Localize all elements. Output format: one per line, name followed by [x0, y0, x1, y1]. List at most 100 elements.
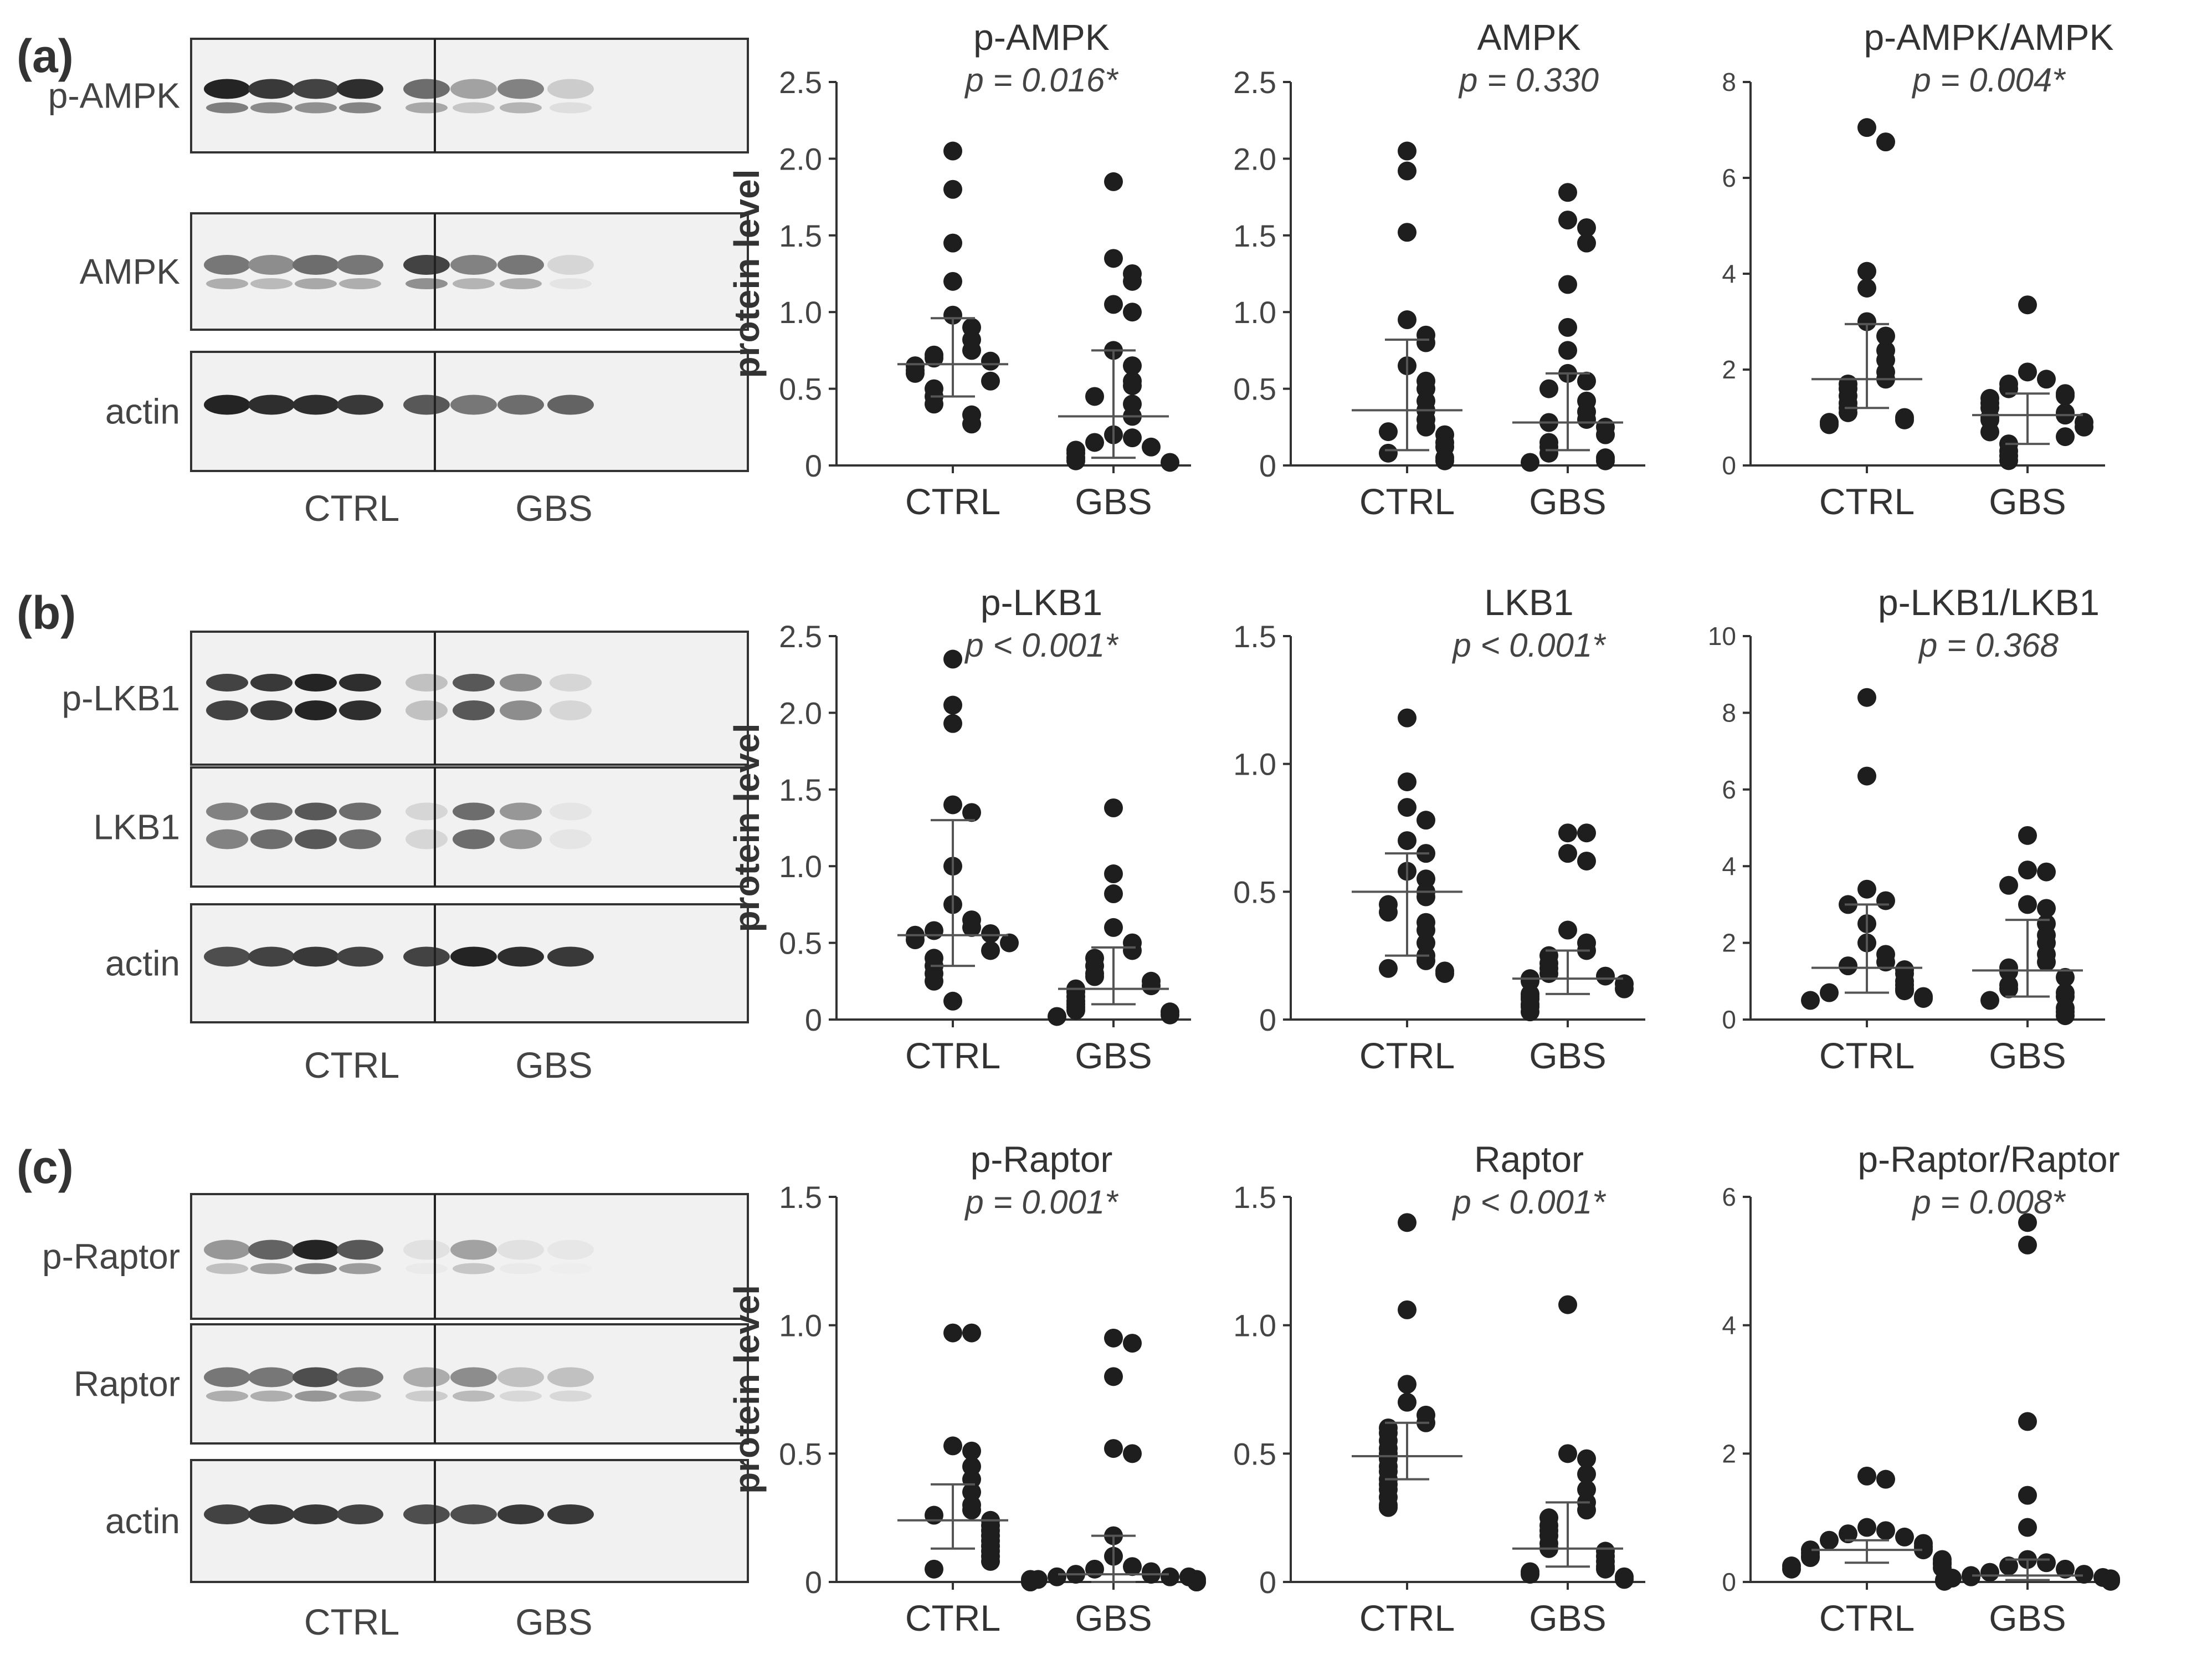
data-point — [943, 233, 962, 253]
data-point — [2018, 895, 2037, 914]
data-point — [1104, 884, 1123, 904]
series-ctrl — [1782, 1466, 1952, 1579]
series-gbs — [1512, 823, 1634, 1022]
blot-band — [497, 1240, 544, 1260]
series-ctrl — [897, 649, 1019, 1011]
data-point — [1048, 1007, 1066, 1026]
series-ctrl — [1352, 708, 1462, 983]
data-point — [1398, 772, 1416, 791]
blot-band — [497, 1504, 544, 1524]
y-tick-label: 2.5 — [1233, 65, 1276, 100]
blot-band — [204, 1504, 250, 1524]
blot-strip-actin: actin — [105, 1459, 749, 1583]
scatter-plot-p-raptor-raptor: p-Raptor/Raptor p = 0.008* 0 2 4 6 CTRL GBS — [1722, 1139, 2120, 1638]
blot-band — [453, 1390, 495, 1402]
data-point — [1577, 409, 1596, 429]
y-tick-label: 4 — [1722, 1311, 1736, 1340]
data-point — [1999, 1556, 2018, 1576]
blot-label: p-LKB1 — [62, 678, 180, 718]
data-point — [1539, 964, 1558, 983]
data-point — [1435, 451, 1454, 470]
data-point — [1615, 1570, 1634, 1589]
blot-band — [250, 1390, 292, 1402]
data-point — [1962, 1567, 1980, 1586]
data-point — [943, 272, 962, 291]
data-point — [1615, 979, 1634, 998]
data-point — [1379, 959, 1398, 978]
data-point — [962, 918, 981, 937]
data-point — [943, 305, 962, 325]
data-point — [962, 1441, 981, 1461]
data-point — [1085, 1559, 1104, 1579]
series-gbs — [1512, 183, 1623, 472]
y-tick-label: 0 — [1259, 1002, 1276, 1037]
x-category-label: CTRL — [1359, 1035, 1455, 1076]
data-point — [1104, 1439, 1123, 1458]
blot-band — [295, 1390, 337, 1402]
data-point — [2018, 1235, 2037, 1254]
data-point — [1820, 415, 1839, 434]
data-point — [2037, 370, 2056, 389]
data-point — [1876, 891, 1895, 910]
data-point — [1104, 1367, 1123, 1386]
x-category-label: CTRL — [1819, 1597, 1915, 1638]
blot-band — [497, 395, 544, 415]
y-tick-label: 1.0 — [1233, 295, 1276, 330]
data-point — [1142, 437, 1161, 457]
data-point — [2037, 899, 2056, 918]
data-point — [1857, 1518, 1876, 1537]
data-point — [943, 1436, 962, 1456]
y-tick-label: 0 — [1722, 1568, 1736, 1596]
blot-label: AMPK — [80, 252, 180, 291]
data-point — [1999, 962, 2018, 981]
p-value: p = 0.016* — [964, 62, 1118, 99]
p-value: p = 0.330 — [1458, 62, 1599, 99]
blot-strip-actin: actin — [105, 903, 749, 1023]
blot-band — [337, 1240, 383, 1260]
data-point — [1914, 1540, 1933, 1560]
data-point — [1379, 422, 1398, 442]
blot-band — [204, 255, 250, 275]
data-point — [962, 1323, 981, 1343]
data-point — [2056, 1559, 2075, 1579]
data-point — [1398, 141, 1416, 161]
y-tick-label: 0 — [1722, 1005, 1736, 1034]
blot-band — [337, 946, 383, 967]
data-point — [1398, 708, 1416, 728]
blot-band — [206, 829, 248, 849]
scatter-plot-ampk: AMPK p = 0.330 0 0.5 1.0 1.5 2.0 2.5 CTRL GBS — [1233, 17, 1645, 522]
blot-band — [292, 79, 339, 99]
data-point — [906, 363, 925, 383]
data-point — [1895, 981, 1914, 1001]
x-category-label: CTRL — [905, 1035, 1000, 1076]
blot-band — [500, 674, 542, 692]
blot-band — [450, 79, 497, 99]
data-point — [1085, 387, 1104, 406]
blot-group-label: GBS — [515, 488, 592, 529]
data-point — [943, 795, 962, 815]
y-tick-label: 0.5 — [779, 372, 822, 407]
data-point — [943, 695, 962, 715]
data-point — [1435, 964, 1454, 983]
data-point — [981, 371, 1000, 391]
blot-band — [295, 829, 337, 849]
x-category-label: GBS — [1529, 481, 1606, 522]
data-point — [1104, 864, 1123, 884]
x-category-label: GBS — [1529, 1597, 1606, 1638]
data-point — [943, 714, 962, 733]
blot-band — [406, 102, 448, 114]
data-point — [1801, 991, 1820, 1010]
blot-band — [248, 1504, 295, 1524]
data-point — [981, 1551, 1000, 1571]
p-value: p = 0.368 — [1918, 627, 2059, 664]
data-point — [2056, 967, 2075, 987]
blot-band — [248, 395, 295, 415]
blot-band — [206, 102, 248, 114]
blot-band — [339, 700, 381, 720]
data-point — [2037, 1553, 2056, 1573]
scatter-plot-p-raptor: p-Raptor p = 0.001* 0 0.5 1.0 1.5 protein leve… — [727, 1139, 1206, 1638]
data-point — [2075, 1565, 2093, 1584]
blot-band — [295, 802, 337, 821]
blot-band — [337, 79, 383, 99]
